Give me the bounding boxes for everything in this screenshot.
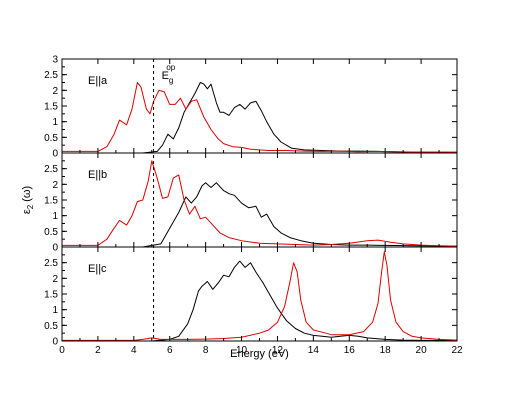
panel-3-series-red (62, 251, 458, 341)
y-tick-label: 0 (52, 149, 58, 160)
y-tick-label: 3 (52, 55, 58, 66)
y-tick-label: 2.5 (44, 258, 58, 269)
y-tick-label: 0.5 (44, 321, 58, 332)
x-tick-label: 4 (131, 345, 137, 356)
y-tick-label: 0.5 (44, 227, 58, 238)
x-tick-label: 20 (416, 345, 428, 356)
y-tick-label: 1.5 (44, 102, 58, 113)
panel-2: 0 0.5 1 1.5 2 2.5 E||b (44, 152, 458, 254)
band-gap-label-main: E (162, 70, 169, 82)
y-tick-label: 1 (52, 117, 58, 128)
x-tick-label: 10 (236, 345, 248, 356)
panel-3-series-black (62, 260, 457, 342)
x-tick-labels: 0 2 4 6 8 10 12 14 16 18 20 22 (59, 345, 463, 356)
y-axis-title-main: ε (21, 209, 33, 214)
x-tick-label: 2 (95, 345, 101, 356)
y-axis-title-subscript: 2 (26, 204, 35, 209)
panel-1-label: E||a (88, 75, 108, 87)
x-tick-label: 12 (272, 345, 284, 356)
y-tick-label: 0.5 (44, 133, 58, 144)
panel-3-frame (61, 246, 458, 342)
y-tick-label: 2.5 (44, 70, 58, 81)
y-tick-label: 1 (52, 211, 58, 222)
x-tick-label: 14 (308, 345, 320, 356)
x-axis-title: Energy (eV) (230, 348, 289, 360)
y-tick-label: 2 (52, 86, 58, 97)
x-tick-label: 8 (203, 345, 209, 356)
y-tick-label: 2 (52, 180, 58, 191)
band-gap-marker: Eg op (153, 59, 176, 341)
chart-panels: 0 0.5 1 1.5 2 2.5 3 E||a 0 0.5 1 1.5 2 2.5 E||b 0 0.5 1 1.… (44, 55, 463, 357)
y-tick-label: 2.5 (44, 164, 58, 175)
panel-1: 0 0.5 1 1.5 2 2.5 3 E||a (44, 55, 458, 160)
y-tick-label: 2 (52, 274, 58, 285)
y-tick-label: 1.5 (44, 196, 58, 207)
panel-2-frame (61, 152, 458, 248)
band-gap-label-superscript: op (166, 63, 175, 72)
y-tick-label: 0 (52, 243, 58, 254)
panel-2-series-black (62, 182, 458, 248)
panel-3: 0 0.5 1 1.5 2 2.5 E||c (44, 246, 458, 348)
x-tick-label: 22 (451, 345, 463, 356)
panel-1-series-black (62, 82, 458, 154)
y-tick-label: 1 (52, 305, 58, 316)
panel-1-frame (61, 58, 458, 154)
panel-2-series-red (62, 160, 458, 247)
y-tick-label: 1.5 (44, 290, 58, 301)
y-axis-title: ε2 (ω) (21, 186, 35, 214)
panel-2-label: E||b (88, 169, 107, 181)
x-tick-label: 6 (167, 345, 173, 356)
y-axis-title-rest: (ω) (21, 186, 33, 205)
y-tick-label: 0 (52, 337, 58, 348)
x-tick-label: 16 (344, 345, 356, 356)
band-gap-label: Eg op (162, 63, 176, 85)
panel-1-series-red (62, 82, 457, 153)
x-tick-label: 18 (380, 345, 392, 356)
x-tick-label: 0 (59, 345, 65, 356)
panel-3-label: E||c (88, 263, 107, 275)
band-gap-label-subscript: g (169, 76, 173, 85)
